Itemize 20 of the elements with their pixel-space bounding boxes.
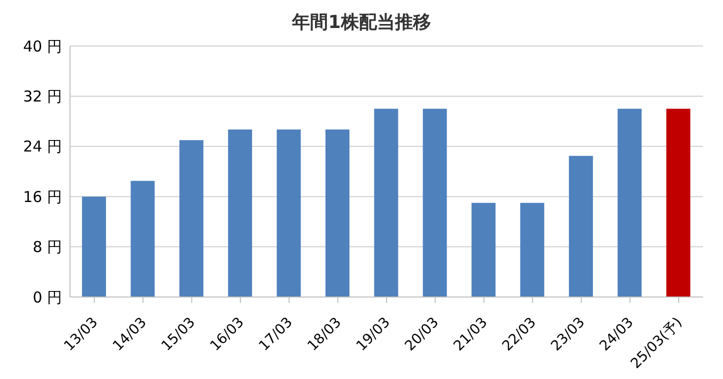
bar bbox=[276, 129, 301, 297]
bar bbox=[374, 108, 398, 297]
chart-title: 年間1株配当推移 bbox=[290, 11, 432, 35]
y-tick-label: 32 円 bbox=[23, 88, 62, 106]
y-tick-label: 8 円 bbox=[32, 238, 62, 256]
bar bbox=[228, 129, 252, 297]
y-tick-label: 24 円 bbox=[23, 138, 62, 156]
y-tick-label: 0 円 bbox=[32, 288, 62, 306]
bar bbox=[179, 140, 204, 297]
bar bbox=[82, 196, 106, 297]
bar bbox=[325, 129, 350, 297]
y-tick-label: 16 円 bbox=[23, 188, 62, 206]
bar bbox=[618, 108, 642, 297]
bar bbox=[568, 156, 593, 297]
bar bbox=[422, 108, 447, 297]
y-tick-label: 40 円 bbox=[23, 37, 62, 56]
bar bbox=[666, 108, 690, 297]
bar bbox=[472, 202, 496, 297]
bar bbox=[130, 180, 155, 297]
bar bbox=[520, 202, 544, 297]
